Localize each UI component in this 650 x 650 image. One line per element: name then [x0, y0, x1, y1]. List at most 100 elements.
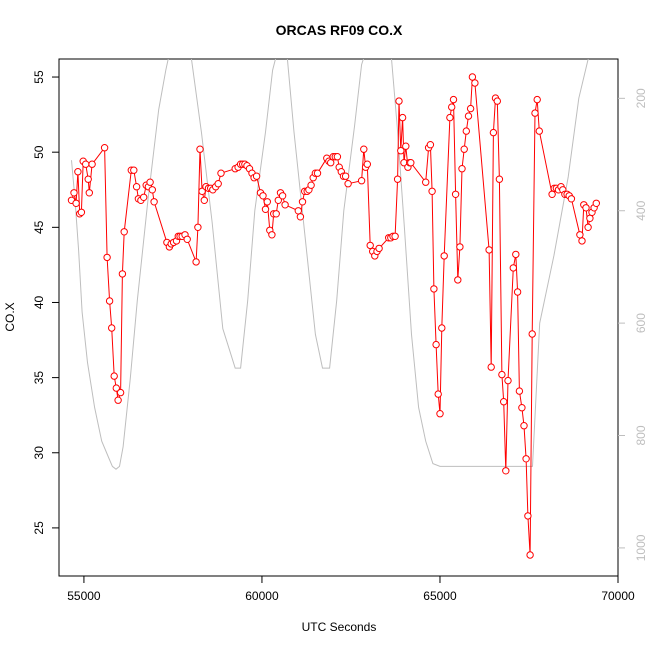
data-point [252, 172, 261, 180]
data-point [487, 363, 495, 371]
data-point [268, 231, 276, 239]
data-point [333, 153, 342, 161]
data-point [110, 372, 118, 380]
data-point [118, 270, 127, 278]
data-point [366, 241, 374, 250]
data-point [393, 175, 402, 183]
data-point [363, 160, 371, 168]
data-point [278, 192, 287, 200]
data-point [454, 276, 462, 284]
data-point [576, 231, 584, 239]
data-point [526, 551, 534, 559]
data-point [464, 112, 473, 120]
data-point [528, 330, 536, 338]
data-point [217, 169, 225, 177]
y-tick-label: 50 [32, 145, 46, 159]
data-point [567, 195, 576, 203]
data-point [520, 422, 528, 430]
data-point [274, 196, 282, 205]
right-y-tick-label: 1000 [634, 534, 648, 561]
data-point [513, 288, 522, 296]
data-point [132, 183, 141, 191]
data-point [485, 246, 493, 254]
data-point [500, 398, 508, 406]
data-point [586, 214, 594, 223]
aux-series-line [71, 59, 589, 470]
data-point [548, 190, 556, 199]
data-point [140, 193, 148, 202]
data-point [105, 297, 114, 305]
data-point [458, 165, 466, 173]
data-point [448, 103, 456, 111]
x-axis-label: UTC Seconds [302, 620, 377, 634]
data-point [535, 127, 543, 135]
data-point [198, 187, 206, 196]
data-point [150, 198, 158, 206]
data-point [84, 175, 92, 183]
y-tick-label: 55 [32, 70, 46, 84]
data-point [120, 228, 128, 236]
data-point [183, 235, 191, 244]
right-y-tick-label: 800 [634, 425, 648, 445]
data-point [524, 512, 532, 520]
x-tick-label: 60000 [245, 589, 279, 603]
data-point [108, 324, 116, 332]
data-point [72, 199, 80, 208]
data-point [426, 141, 435, 149]
data-point [360, 145, 368, 153]
data-point [85, 189, 94, 197]
data-point [327, 159, 335, 167]
x-tick-label: 65000 [423, 589, 457, 603]
data-point [578, 237, 586, 245]
data-point [512, 250, 520, 259]
data-point [77, 208, 86, 217]
x-tick-label: 55000 [67, 589, 101, 603]
data-point [515, 387, 524, 395]
data-point [462, 127, 470, 135]
data-point [438, 324, 446, 332]
y-tick-label: 25 [32, 521, 46, 535]
data-point [509, 264, 517, 272]
data-point [518, 404, 526, 412]
data-point [531, 109, 539, 117]
data-point [313, 169, 322, 177]
data-point [498, 370, 506, 379]
data-point [582, 204, 590, 212]
data-point [440, 252, 448, 260]
plot-frame [58, 58, 619, 577]
data-point [88, 160, 96, 168]
data-point [489, 128, 498, 137]
data-point [272, 210, 280, 218]
data-point [449, 95, 458, 104]
data-point [398, 113, 407, 122]
y-tick-label: 35 [32, 371, 46, 385]
data-point [357, 177, 366, 185]
data-point [422, 178, 430, 186]
right-y-tick-label: 600 [634, 313, 648, 333]
data-point [341, 172, 350, 180]
data-point [148, 186, 157, 194]
data-point [434, 390, 442, 398]
data-point [196, 145, 204, 153]
data-point [298, 198, 307, 206]
data-point [402, 142, 410, 150]
co-series-line [71, 76, 597, 556]
chart-title: ORCAS RF09 CO.X [276, 22, 403, 38]
data-point [214, 180, 222, 188]
data-point [192, 258, 200, 266]
data-point [407, 159, 415, 167]
aux-series-layer [71, 59, 589, 470]
y-tick-label: 40 [32, 295, 46, 309]
data-point [112, 384, 121, 392]
data-point [259, 192, 267, 200]
data-point [294, 207, 302, 215]
data-point [432, 340, 440, 349]
data-point [307, 181, 315, 189]
data-point [451, 190, 460, 199]
co-series-layer [67, 73, 600, 559]
y-tick-label: 45 [32, 220, 46, 234]
data-point [200, 196, 209, 205]
data-point [456, 243, 464, 251]
data-point [130, 166, 138, 174]
